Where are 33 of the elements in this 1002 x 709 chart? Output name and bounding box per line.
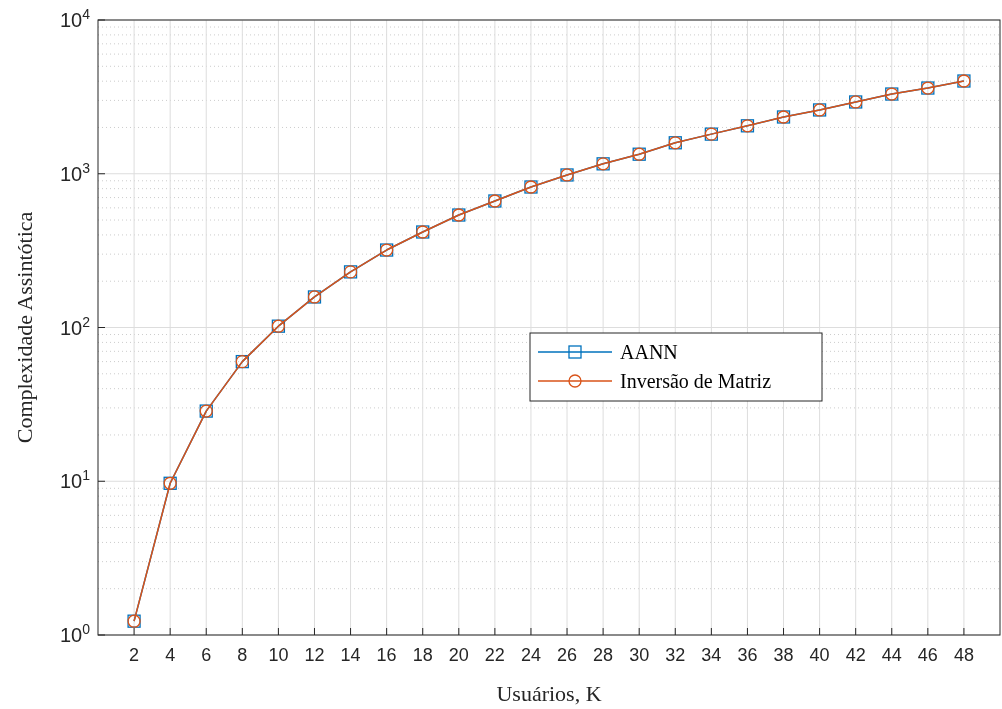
x-tick-label: 28 (593, 645, 614, 665)
x-tick-label: 26 (557, 645, 578, 665)
x-tick-label: 34 (701, 645, 722, 665)
x-tick-label: 36 (737, 645, 758, 665)
x-tick-label: 8 (237, 645, 248, 665)
y-tick-label: 10$^{0}$ (59, 621, 91, 646)
x-tick-label: 30 (629, 645, 650, 665)
x-tick-label: 6 (201, 645, 212, 665)
x-tick-label: 46 (917, 645, 938, 665)
y-tick-label: 10$^{1}$ (59, 467, 91, 493)
x-tick-label: 20 (448, 645, 469, 665)
x-tick-label: 44 (881, 645, 902, 665)
y-tick-label: 10$^{2}$ (59, 313, 91, 339)
x-tick-label: 48 (953, 645, 974, 665)
x-tick-label: 10 (268, 645, 289, 665)
x-tick-label: 14 (340, 645, 361, 665)
y-tick-label: 10$^{4}$ (59, 6, 91, 31)
x-tick-label: 12 (304, 645, 325, 665)
legend-label: Inversão de Matriz (620, 370, 772, 392)
x-tick-label: 38 (773, 645, 794, 665)
legend-label: AANN (620, 341, 678, 363)
x-tick-label: 2 (129, 645, 140, 665)
y-axis-title: Complexidade Assintótica (12, 211, 37, 444)
x-tick-label: 32 (665, 645, 686, 665)
x-axis-title: Usuários, K (496, 681, 602, 706)
x-tick-label: 4 (165, 645, 176, 665)
x-tick-label: 42 (845, 645, 866, 665)
x-tick-label: 18 (412, 645, 433, 665)
x-tick-label: 22 (484, 645, 505, 665)
x-tick-label: 24 (520, 645, 541, 665)
x-tick-label: 40 (809, 645, 830, 665)
y-tick-label: 10$^{3}$ (59, 159, 91, 185)
x-tick-label: 16 (376, 645, 397, 665)
